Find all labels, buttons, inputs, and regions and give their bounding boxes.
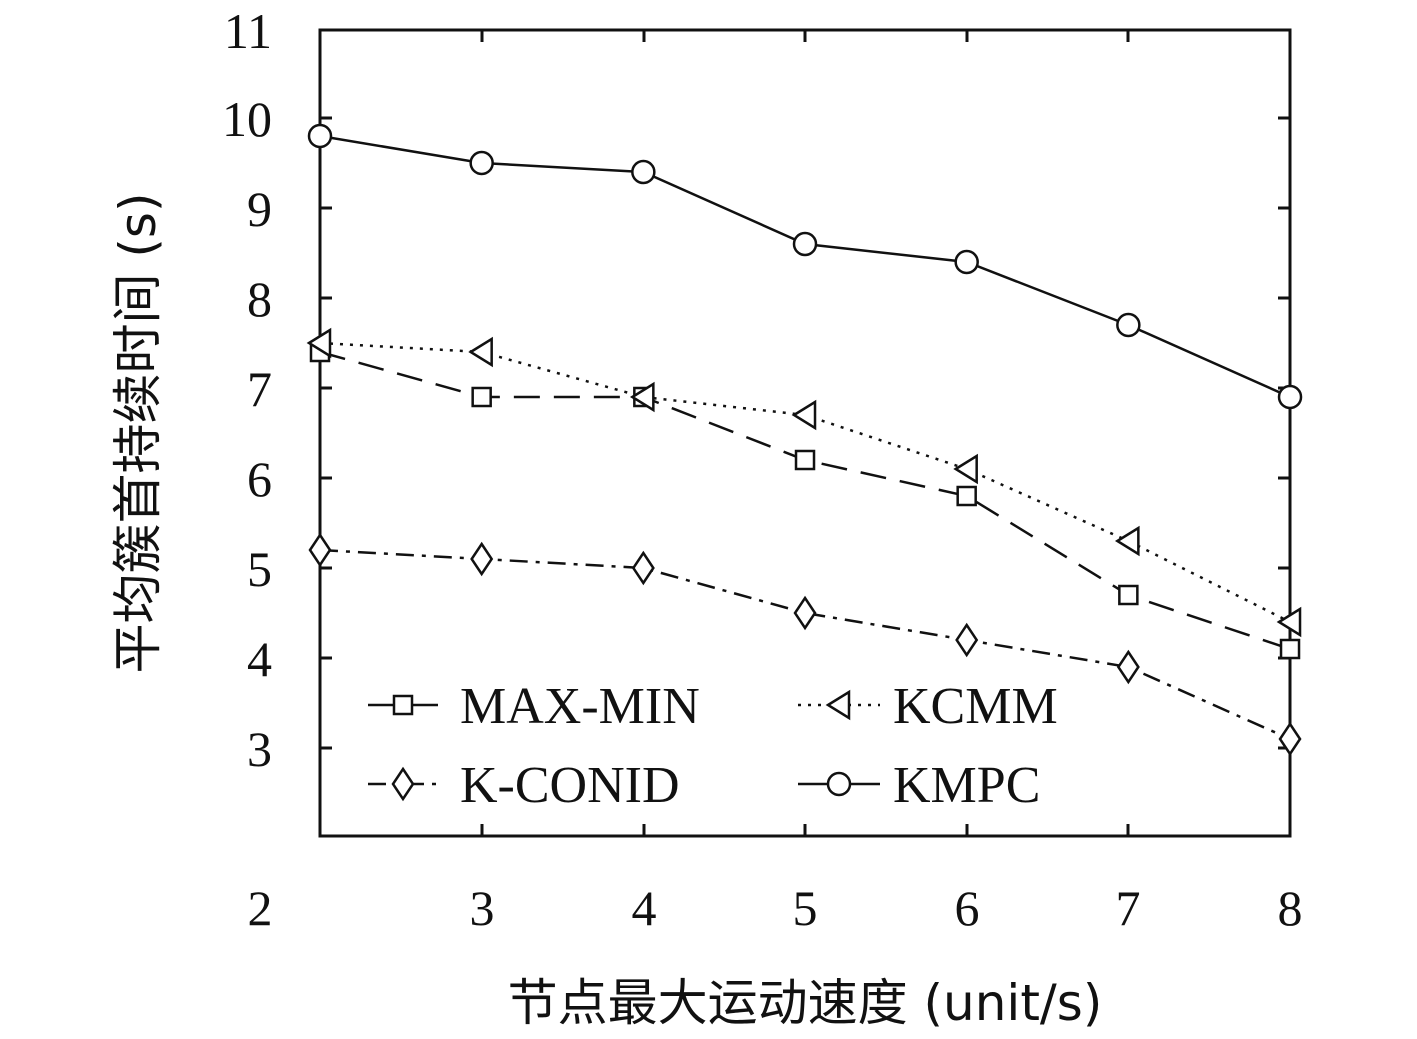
data-point-kmpc [1277,384,1303,410]
data-point-kcmm [791,399,817,431]
x-axis: 2 3 4 5 6 7 8 [248,30,1303,936]
series-line-kmpc [319,134,1291,399]
series-k-conid [308,532,1302,757]
x-tick-label: 2 [248,880,273,936]
data-point-kcmm [1276,606,1302,638]
series-kcmm [306,327,1302,638]
data-point-kmpc [631,159,656,185]
legend: MAX-MIN KCMM K-CONID KMPC [368,678,1058,814]
data-point-max-min [1279,638,1301,660]
legend-marker-k-conid [391,766,415,802]
series-layer [306,123,1303,757]
y-tick-label: 10 [222,91,272,147]
legend-marker-kmpc [826,771,852,797]
data-point-k-conid [793,595,817,631]
legend-marker-kcmm [825,689,851,721]
data-point-kmpc [307,123,333,149]
legend-label-k-conid: K-CONID [460,757,680,814]
legend-label-max-min: MAX-MIN [460,678,700,735]
x-tick-label: 7 [1116,880,1141,936]
data-point-kcmm [468,336,493,368]
legend-item-k-conid: K-CONID [368,757,680,814]
data-point-max-min [471,386,492,408]
legend-item-kmpc: KMPC [798,757,1040,814]
y-tick-label: 9 [247,181,272,237]
series-line-kcmm [319,341,1291,624]
x-tick-label: 8 [1278,880,1303,936]
legend-label-kmpc: KMPC [893,757,1040,814]
data-point-max-min [1118,584,1139,606]
data-point-kcmm [629,381,655,413]
y-tick-label: 3 [247,721,272,777]
y-tick-label: 4 [247,631,272,687]
data-point-kmpc [792,231,818,257]
data-point-max-min [794,449,816,471]
data-point-kmpc [1116,312,1141,338]
data-point-kmpc [469,150,494,176]
legend-item-max-min: MAX-MIN [368,678,700,735]
x-tick-label: 5 [793,880,818,936]
data-point-kcmm [1114,525,1140,557]
data-point-k-conid [1278,721,1302,757]
legend-label-kcmm: KCMM [893,678,1058,735]
y-axis-title: 平均簇首持续时间 (s) [109,193,167,674]
x-tick-label: 3 [470,880,495,936]
legend-marker-max-min [392,694,414,716]
data-point-kcmm [306,327,332,359]
data-point-kmpc [954,249,979,275]
data-point-k-conid [631,550,655,586]
y-tick-label: 5 [247,541,272,597]
y-tick-label: 7 [247,361,272,417]
y-tick-label: 8 [247,271,272,327]
x-tick-label: 4 [632,880,657,936]
data-point-k-conid [955,622,979,658]
data-point-kcmm [953,453,978,485]
legend-item-kcmm: KCMM [798,678,1058,735]
series-kmpc [307,123,1303,410]
data-point-k-conid [470,541,494,577]
data-point-max-min [956,485,977,507]
x-tick-label: 6 [955,880,980,936]
data-point-k-conid [1116,649,1140,685]
data-point-k-conid [308,532,332,568]
y-tick-label: 6 [247,451,272,507]
x-axis-title: 节点最大运动速度 (unit/s) [508,974,1103,1032]
y-tick-label: 11 [224,3,272,59]
